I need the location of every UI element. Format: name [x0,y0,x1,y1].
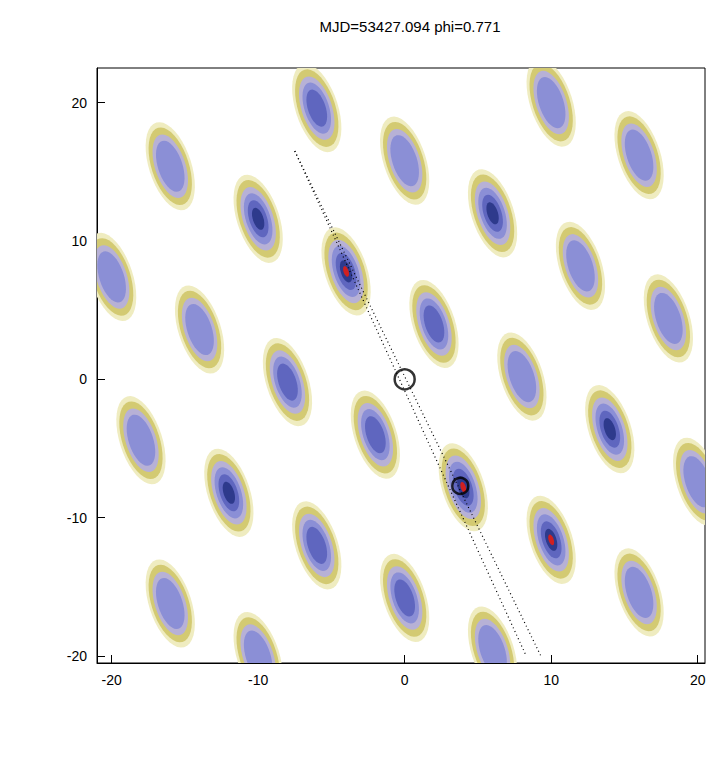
svg-text:0: 0 [79,371,87,387]
svg-text:10: 10 [71,233,87,249]
svg-text:20: 20 [71,95,87,111]
svg-text:-10: -10 [67,510,87,526]
svg-text:MJD=53427.094 phi=0.771: MJD=53427.094 phi=0.771 [320,18,501,35]
svg-text:-10: -10 [248,672,268,688]
svg-text:-20: -20 [102,672,122,688]
svg-text:10: 10 [543,672,559,688]
svg-text:20: 20 [690,672,706,688]
svg-text:-20: -20 [67,648,87,664]
svg-text:0: 0 [401,672,409,688]
